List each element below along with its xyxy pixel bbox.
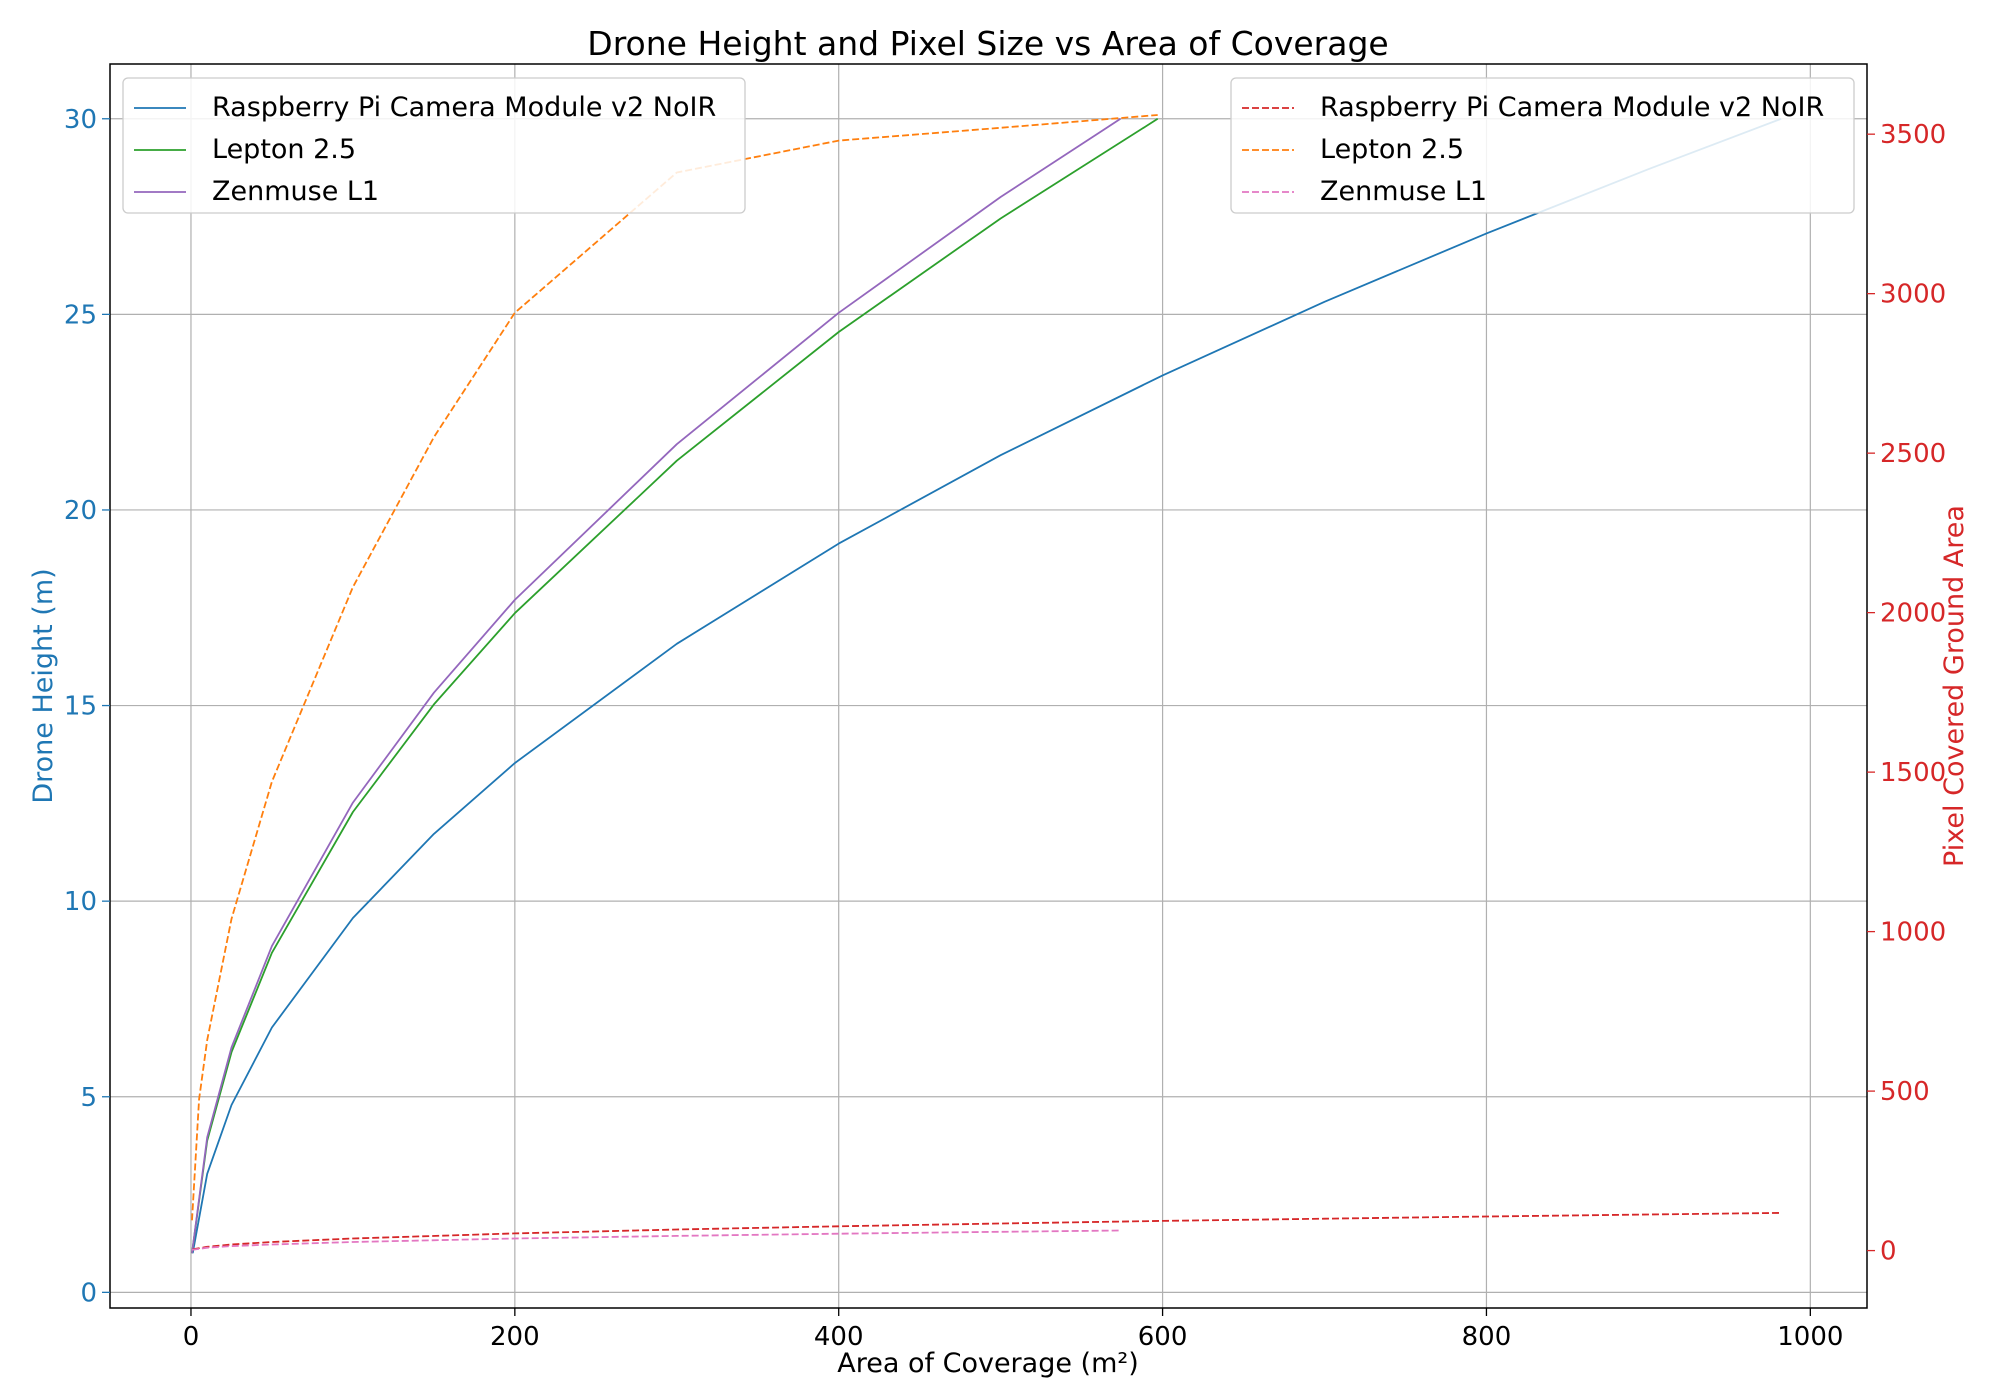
legend-left: Raspberry Pi Camera Module v2 NoIR Lepton… (122, 77, 746, 214)
series-line-zenmuse-l1-pixel-area (191, 1229, 1121, 1251)
legend-label: Zenmuse L1 (212, 176, 379, 207)
legend-box (1230, 77, 1855, 214)
series-line-lepton-2-5-pixel-area (191, 114, 1158, 1221)
right-y-tick-label: 2500 (1880, 439, 1946, 469)
series-line-zenmuse-l1-height (191, 118, 1121, 1254)
plot-frame (109, 63, 1868, 1309)
legend-label: Raspberry Pi Camera Module v2 NoIR (212, 92, 716, 123)
x-tick-label: 800 (1462, 1322, 1512, 1352)
right-y-tick-label: 0 (1880, 1237, 1897, 1267)
x-tick-label: 0 (183, 1322, 200, 1352)
legend-label: Lepton 2.5 (1320, 134, 1464, 165)
right-y-axis-ticks: 0 500 1000 1500 2000 2500 3000 3500 (1867, 120, 1946, 1267)
left-y-tick-label: 30 (64, 105, 97, 135)
x-tick-label: 1000 (1777, 1322, 1843, 1352)
legend-label: Lepton 2.5 (212, 134, 356, 165)
right-y-axis-label: Pixel Covered Ground Area (1939, 505, 1970, 867)
legend-right: Raspberry Pi Camera Module v2 NoIR Lepton… (1230, 77, 1855, 214)
series-line-lepton-2-5-height (191, 118, 1159, 1254)
legend-label: Zenmuse L1 (1320, 176, 1487, 207)
legend-label: Raspberry Pi Camera Module v2 NoIR (1320, 92, 1824, 123)
left-y-axis-label: Drone Height (m) (28, 568, 59, 803)
left-y-tick-label: 15 (64, 692, 97, 722)
right-y-tick-label: 3500 (1880, 120, 1946, 150)
left-y-tick-label: 20 (64, 496, 97, 526)
right-y-tick-label: 1000 (1880, 918, 1946, 948)
right-y-tick-label: 2000 (1880, 599, 1946, 629)
left-y-tick-label: 0 (80, 1278, 97, 1308)
grid (110, 64, 1867, 1308)
x-axis-ticks: 0 200 400 600 800 1000 (183, 1308, 1843, 1352)
left-y-axis-ticks: 0 5 10 15 20 25 30 (64, 105, 110, 1308)
left-y-tick-label: 25 (64, 300, 97, 330)
series-lines (191, 114, 1782, 1254)
series-line-raspberry-pi-camera-module-v2-noir-height (191, 117, 1782, 1254)
x-axis-label: Area of Coverage (m²) (837, 1348, 1138, 1379)
left-y-tick-label: 10 (64, 887, 97, 917)
x-tick-label: 400 (814, 1322, 864, 1352)
x-tick-label: 200 (490, 1322, 540, 1352)
series-line-raspberry-pi-camera-module-v2-noir-pixel-area (192, 1212, 1782, 1251)
right-y-tick-label: 3000 (1880, 280, 1946, 310)
left-y-tick-label: 5 (80, 1083, 97, 1113)
right-y-tick-label: 1500 (1880, 758, 1946, 788)
chart-title: Drone Height and Pixel Size vs Area of C… (587, 24, 1388, 63)
x-tick-label: 600 (1138, 1322, 1188, 1352)
legend-box (122, 77, 746, 214)
right-y-tick-label: 500 (1880, 1077, 1930, 1107)
